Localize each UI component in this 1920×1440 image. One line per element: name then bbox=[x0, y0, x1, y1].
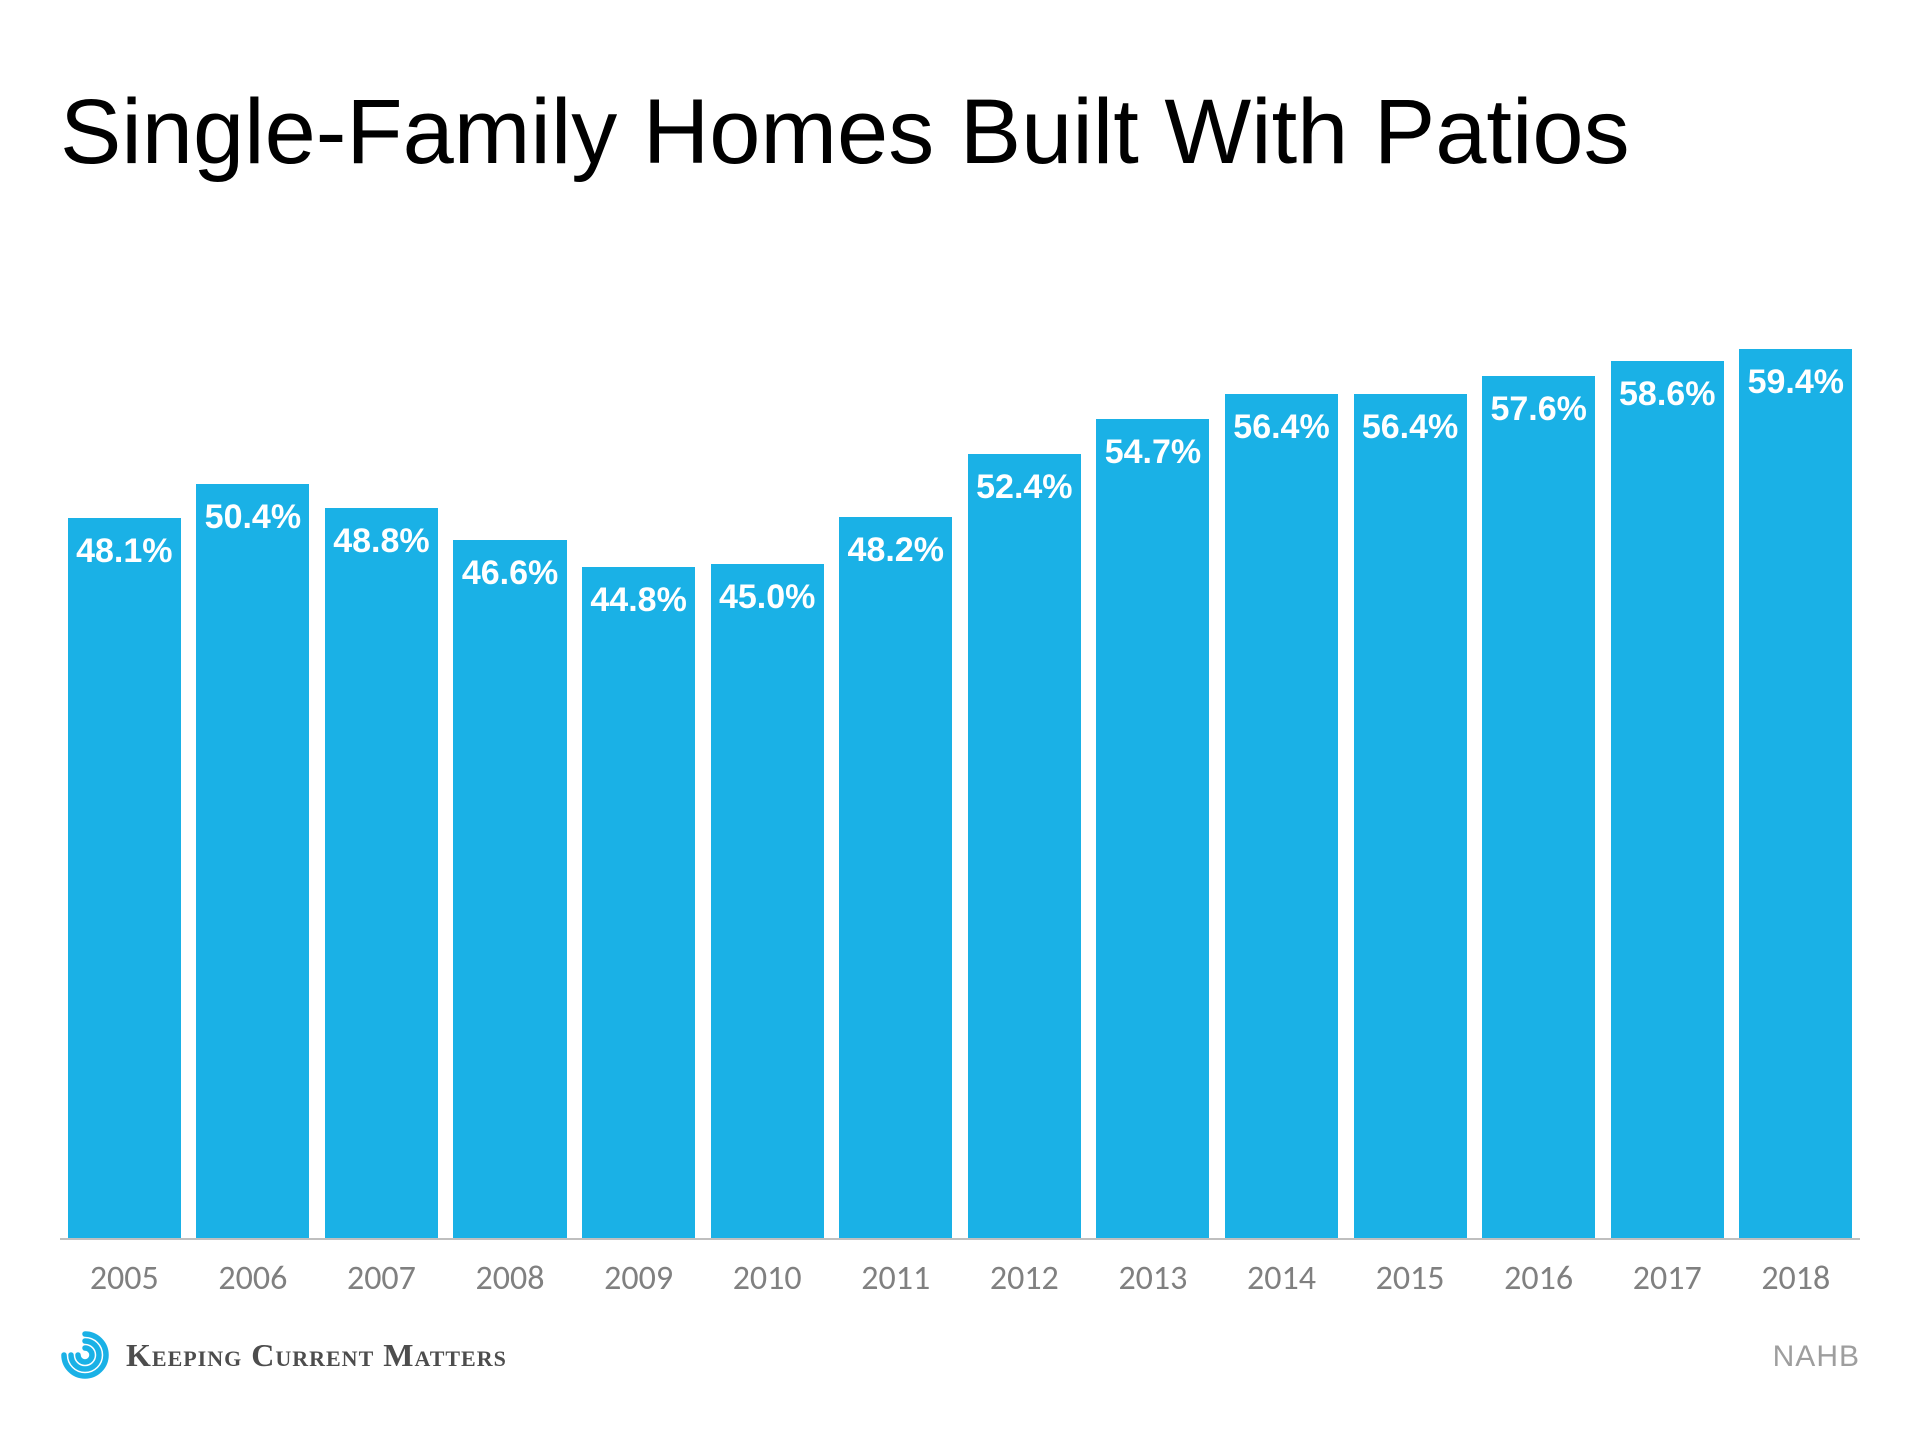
brand: Keeping Current Matters bbox=[60, 1330, 507, 1380]
x-tick: 2012 bbox=[960, 1240, 1089, 1299]
bar-value-label: 58.6% bbox=[1611, 375, 1724, 414]
x-tick: 2014 bbox=[1217, 1240, 1346, 1299]
bar: 57.6% bbox=[1482, 376, 1595, 1238]
bar-slot: 57.6% bbox=[1474, 280, 1603, 1238]
bar-slot: 48.1% bbox=[60, 280, 189, 1238]
bar: 48.2% bbox=[839, 517, 952, 1238]
bar-value-label: 56.4% bbox=[1354, 408, 1467, 447]
bar-slot: 56.4% bbox=[1346, 280, 1475, 1238]
bar: 48.8% bbox=[325, 508, 438, 1238]
x-tick: 2005 bbox=[60, 1240, 189, 1299]
bar-value-label: 48.8% bbox=[325, 522, 438, 561]
bar-value-label: 57.6% bbox=[1482, 390, 1595, 429]
bar-slot: 44.8% bbox=[574, 280, 703, 1238]
brand-swirl-icon bbox=[60, 1330, 110, 1380]
bar-slot: 54.7% bbox=[1089, 280, 1218, 1238]
bar-slot: 45.0% bbox=[703, 280, 832, 1238]
brand-text: Keeping Current Matters bbox=[126, 1337, 507, 1374]
bar-slot: 50.4% bbox=[189, 280, 318, 1238]
bar: 54.7% bbox=[1096, 419, 1209, 1238]
x-tick: 2013 bbox=[1089, 1240, 1218, 1299]
x-tick: 2016 bbox=[1474, 1240, 1603, 1299]
bar-slot: 48.8% bbox=[317, 280, 446, 1238]
bar: 46.6% bbox=[453, 540, 566, 1238]
bar: 44.8% bbox=[582, 567, 695, 1238]
x-tick: 2007 bbox=[317, 1240, 446, 1299]
bar-value-label: 44.8% bbox=[582, 581, 695, 620]
bar-value-label: 48.1% bbox=[68, 532, 181, 571]
bar-value-label: 54.7% bbox=[1096, 433, 1209, 472]
bar-value-label: 46.6% bbox=[453, 554, 566, 593]
footer: Keeping Current Matters NAHB bbox=[60, 1320, 1860, 1380]
bar: 59.4% bbox=[1739, 349, 1852, 1238]
x-tick: 2017 bbox=[1603, 1240, 1732, 1299]
x-tick: 2010 bbox=[703, 1240, 832, 1299]
bar-value-label: 45.0% bbox=[711, 578, 824, 617]
bar-value-label: 50.4% bbox=[196, 498, 309, 537]
bar-row: 48.1% 50.4% 48.8% 46.6% 44.8% 45.0% 48.2% 52.4%… bbox=[60, 280, 1860, 1240]
bar-value-label: 56.4% bbox=[1225, 408, 1338, 447]
source-text: NAHB bbox=[1773, 1340, 1860, 1374]
bar-slot: 59.4% bbox=[1732, 280, 1861, 1238]
bar-slot: 46.6% bbox=[446, 280, 575, 1238]
bar-slot: 58.6% bbox=[1603, 280, 1732, 1238]
x-axis: 2005200620072008200920102011201220132014… bbox=[60, 1240, 1860, 1299]
bar: 56.4% bbox=[1225, 394, 1338, 1238]
bar: 48.1% bbox=[68, 518, 181, 1238]
chart-title: Single-Family Homes Built With Patios bbox=[60, 80, 1630, 185]
x-tick: 2015 bbox=[1346, 1240, 1475, 1299]
page: Single-Family Homes Built With Patios 48… bbox=[0, 0, 1920, 1440]
bar: 56.4% bbox=[1354, 394, 1467, 1238]
x-tick: 2018 bbox=[1732, 1240, 1861, 1299]
x-tick: 2009 bbox=[574, 1240, 703, 1299]
bar-value-label: 52.4% bbox=[968, 468, 1081, 507]
bar: 45.0% bbox=[711, 564, 824, 1238]
x-tick: 2006 bbox=[189, 1240, 318, 1299]
bar-slot: 56.4% bbox=[1217, 280, 1346, 1238]
bar: 50.4% bbox=[196, 484, 309, 1238]
x-tick: 2008 bbox=[446, 1240, 575, 1299]
bar-value-label: 48.2% bbox=[839, 531, 952, 570]
bar: 58.6% bbox=[1611, 361, 1724, 1238]
bar-slot: 48.2% bbox=[831, 280, 960, 1238]
bar-slot: 52.4% bbox=[960, 280, 1089, 1238]
x-tick: 2011 bbox=[831, 1240, 960, 1299]
chart-area: 48.1% 50.4% 48.8% 46.6% 44.8% 45.0% 48.2% 52.4%… bbox=[60, 280, 1860, 1240]
bar: 52.4% bbox=[968, 454, 1081, 1238]
bar-value-label: 59.4% bbox=[1739, 363, 1852, 402]
